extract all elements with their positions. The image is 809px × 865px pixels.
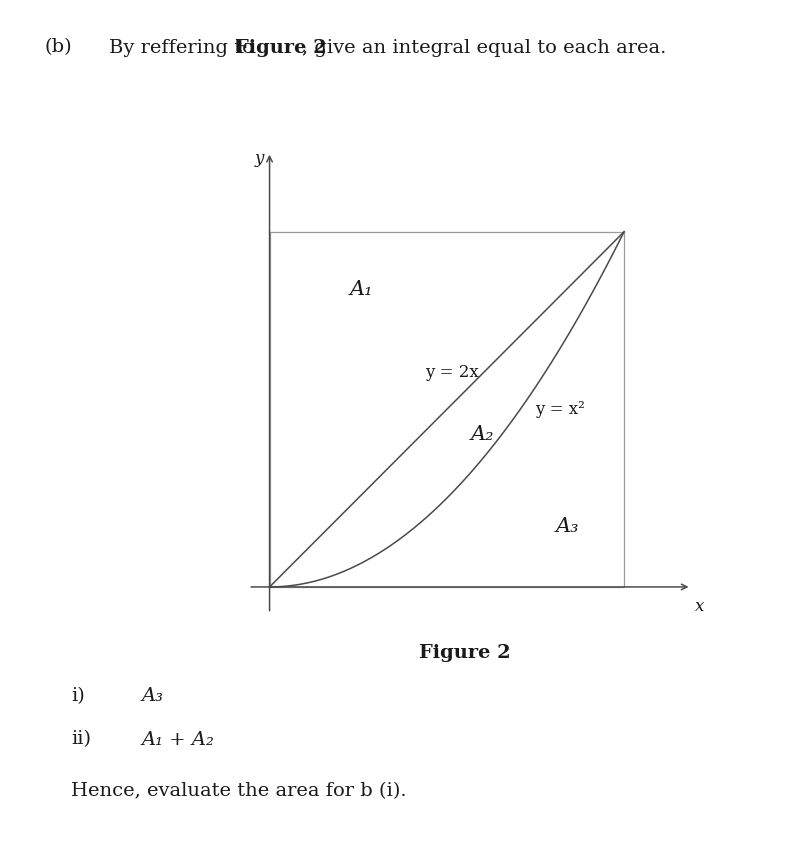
- Text: i): i): [71, 688, 85, 705]
- Text: x: x: [695, 598, 705, 615]
- Text: Figure 2: Figure 2: [235, 39, 326, 56]
- Text: Figure 2: Figure 2: [419, 644, 511, 662]
- Text: A₁: A₁: [350, 280, 374, 299]
- Text: ii): ii): [71, 731, 91, 748]
- Text: , give an integral equal to each area.: , give an integral equal to each area.: [302, 39, 666, 56]
- Text: y: y: [254, 151, 264, 168]
- Text: A₁ + A₂: A₁ + A₂: [142, 731, 214, 748]
- Text: y = 2x: y = 2x: [426, 363, 479, 381]
- Text: A₃: A₃: [142, 688, 163, 705]
- Text: By reffering to: By reffering to: [109, 39, 260, 56]
- Text: A₂: A₂: [471, 425, 494, 444]
- Text: A₃: A₃: [556, 517, 579, 536]
- Text: y = x²: y = x²: [536, 400, 585, 418]
- Text: (b): (b): [44, 39, 72, 56]
- Text: Hence, evaluate the area for b (i).: Hence, evaluate the area for b (i).: [71, 783, 407, 800]
